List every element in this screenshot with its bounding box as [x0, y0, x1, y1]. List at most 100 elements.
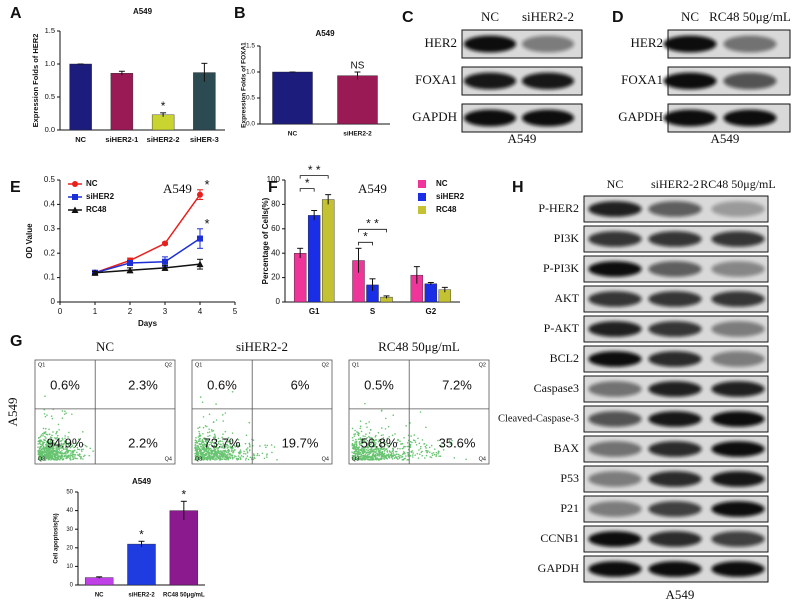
error-bar [325, 194, 332, 205]
flow-dot [244, 459, 247, 461]
flow-dot [228, 454, 230, 456]
flow-dot [381, 442, 383, 444]
chart-title: A549 [163, 181, 192, 196]
flow-dot [72, 458, 74, 461]
blot-band [588, 261, 642, 277]
flow-dot [66, 455, 69, 457]
flow-dot [437, 452, 439, 455]
flow-dot [380, 448, 382, 450]
flow-dot [404, 457, 406, 460]
flow-dot [88, 454, 91, 457]
flow-dot [351, 456, 354, 459]
error-bar [201, 62, 208, 82]
flow-dot [84, 454, 86, 457]
flow-dot [373, 441, 376, 443]
flow-dot [89, 447, 92, 450]
flow-dot [402, 458, 405, 461]
flow-dot [228, 450, 231, 452]
chart-title: A549 [133, 7, 153, 16]
flow-dot [44, 395, 46, 398]
flow-dot [412, 439, 415, 442]
flow-dot [74, 453, 76, 456]
flow-dot [61, 458, 64, 461]
flow-dot [197, 436, 200, 438]
flow-dot [199, 449, 201, 451]
legend-label: RC48 [436, 205, 457, 214]
flow-dot [61, 410, 64, 412]
flow-dot [207, 435, 209, 438]
flow-dot [414, 441, 417, 444]
flow-dot [202, 437, 205, 440]
flow-dot [214, 459, 216, 461]
flow-dot [243, 450, 245, 453]
flow-dot [245, 448, 248, 451]
flow-dot [194, 459, 197, 461]
legend-label: NC [86, 179, 98, 188]
x-tick-label: siHER2-2 [128, 593, 155, 599]
flow-dot [212, 429, 215, 432]
flow-dot [42, 445, 45, 448]
flow-dot [203, 449, 206, 452]
blot-band [711, 381, 765, 397]
flow-dot [213, 444, 216, 447]
flow-dot [354, 448, 357, 451]
blot-band [663, 35, 717, 53]
flow-dot [239, 456, 241, 459]
y-tick-label: 0 [70, 583, 74, 589]
point [197, 235, 203, 242]
y-tick-label: 0.0 [246, 121, 255, 128]
flow-dot [380, 454, 383, 457]
blot-band [711, 201, 765, 217]
flow-dot [351, 436, 354, 439]
panel-letter: C [402, 9, 414, 26]
error-bar [355, 247, 362, 273]
point [127, 259, 133, 266]
flow-dot [363, 458, 366, 460]
x-tick-label: 2 [128, 307, 133, 316]
flow-dot [438, 455, 440, 457]
flow-dot [377, 431, 380, 434]
flow-dot [264, 444, 266, 446]
blot-band [711, 501, 765, 517]
flow-dot [49, 444, 52, 446]
flow-dot [208, 447, 211, 450]
flow-dot [55, 457, 57, 459]
flow-dot [374, 448, 376, 450]
flow-dot [42, 432, 45, 435]
quadrant-percentage: 6% [291, 377, 310, 392]
flow-dot [59, 458, 61, 461]
flow-dot [201, 440, 203, 442]
flow-dot [206, 442, 208, 445]
flow-dot [201, 453, 203, 456]
flow-dot [370, 439, 373, 441]
chart-title: A549 [132, 477, 152, 486]
flow-dot [49, 450, 51, 453]
flow-dot [386, 448, 388, 450]
flow-dot [205, 453, 208, 455]
flow-dot [249, 445, 251, 447]
bar [169, 510, 199, 586]
flow-dot [48, 448, 51, 450]
flow-dot [57, 451, 59, 453]
flow-dot [400, 454, 402, 457]
blot-column-label: NC [607, 177, 624, 191]
flow-dot [377, 459, 380, 461]
flow-dot [44, 435, 46, 438]
flow-dot [84, 444, 87, 447]
blot-cell-line: A549 [508, 131, 537, 146]
flow-dot [223, 451, 226, 453]
flow-dot [266, 453, 268, 455]
flow-dot [47, 438, 50, 441]
flow-dot [215, 447, 218, 449]
flow-dot [239, 449, 242, 451]
y-tick-label: 0.3 [44, 224, 56, 233]
flow-dot [367, 458, 370, 460]
flow-dot [246, 451, 249, 454]
x-tick-label: NC [288, 131, 298, 138]
flow-dot [419, 447, 422, 450]
flow-dot [54, 436, 56, 439]
flow-dot [43, 431, 45, 434]
flow-dot [373, 439, 376, 442]
flow-dot [57, 456, 59, 458]
